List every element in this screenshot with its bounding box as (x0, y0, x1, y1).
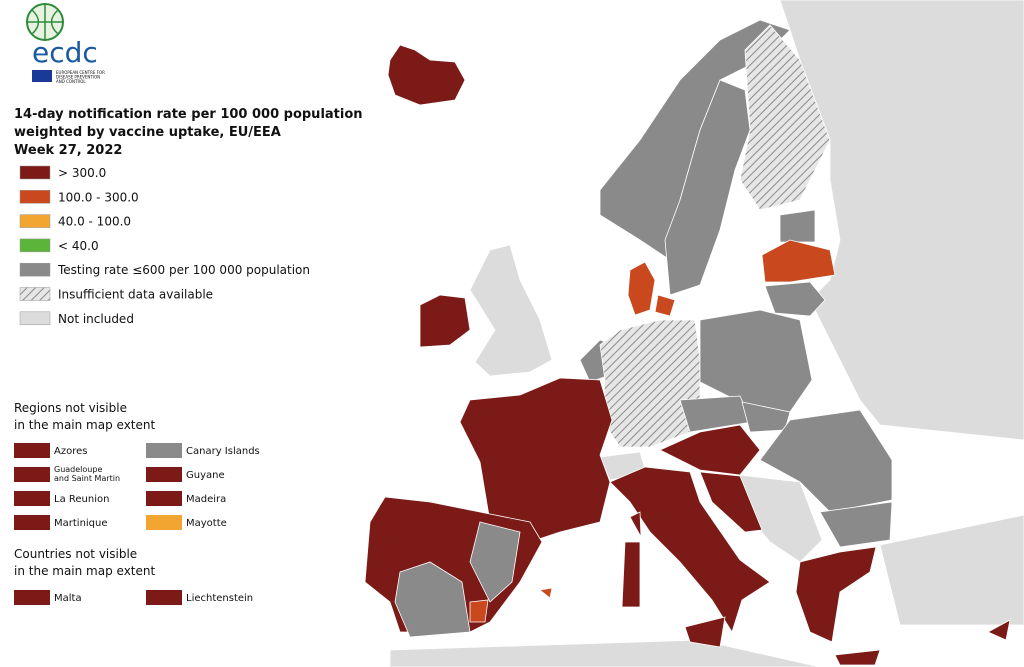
region-swatch (14, 590, 50, 605)
legend-swatch (19, 287, 51, 301)
region-swatch (14, 491, 50, 506)
legend-swatch (19, 311, 51, 326)
box-title: Regions not visible (14, 401, 127, 415)
russia (779, 0, 1024, 441)
region-swatch (146, 491, 182, 506)
region-swatch (146, 590, 182, 605)
regions-box: Regions not visible in the main map exten… (14, 401, 260, 530)
region-label: Canary Islands (186, 446, 260, 457)
countries-box: Countries not visible in the main map ext… (14, 547, 253, 605)
legend-swatch (19, 165, 51, 180)
denmark-islands (654, 294, 676, 317)
sweden (664, 79, 751, 296)
legend-swatch (19, 190, 51, 204)
box-title: in the main map extent (14, 418, 156, 432)
region-swatch (146, 443, 182, 458)
spain-east (469, 521, 521, 603)
greece (795, 546, 877, 643)
box-title: in the main map extent (14, 564, 156, 578)
region-label: and Saint Martin (54, 474, 120, 483)
sicily (684, 616, 726, 648)
denmark (627, 261, 656, 316)
lithuania (764, 281, 826, 317)
region-label: Mayotte (186, 518, 227, 529)
bulgaria (819, 501, 893, 548)
legend-label: 100.0 - 300.0 (58, 190, 139, 204)
logo-subtitle: DISEASE PREVENTION (56, 75, 100, 80)
map (364, 0, 1024, 667)
crete (834, 649, 881, 666)
legend-swatch (19, 214, 51, 228)
poland (699, 309, 813, 413)
legend-label: 40.0 - 100.0 (58, 215, 131, 229)
logo-name: ecdc (32, 36, 98, 69)
eu-flag (32, 70, 52, 82)
region-swatch (14, 443, 50, 458)
region-label: Malta (54, 593, 82, 604)
legend: > 300.0 100.0 - 300.0 40.0 - 100.0 < 40.0 Te… (19, 165, 310, 326)
italy (609, 466, 771, 633)
latvia (761, 239, 836, 283)
france (459, 377, 613, 543)
logo-subtitle: EUROPEAN CENTRE FOR (56, 70, 105, 75)
legend-swatch (19, 238, 51, 253)
legend-label: > 300.0 (58, 166, 106, 180)
region-label: Azores (54, 446, 87, 457)
region-label: La Reunion (54, 494, 109, 505)
title-line: 14-day notification rate per 100 000 pop… (14, 107, 363, 122)
legend-label: Not included (58, 312, 134, 326)
region-swatch (14, 515, 50, 530)
austria-hungary (659, 424, 761, 476)
legend-label: Testing rate ≤600 per 100 000 population (57, 263, 310, 277)
legend-label: Insufficient data available (58, 288, 213, 302)
turkey (879, 514, 1024, 626)
region-swatch (14, 467, 50, 482)
spain-south (394, 561, 471, 638)
region-label: Guyane (186, 470, 225, 481)
legend-label: < 40.0 (58, 239, 99, 253)
croatia (699, 471, 763, 533)
legend-swatch (19, 262, 51, 277)
africa (389, 639, 821, 667)
title-line: weighted by vaccine uptake, EU/EEA (14, 125, 281, 140)
logo-globe-lines (27, 4, 63, 40)
estonia (779, 209, 816, 243)
norway (599, 19, 791, 261)
region-swatch (146, 515, 182, 530)
murcia (469, 599, 489, 623)
title: 14-day notification rate per 100 000 pop… (14, 107, 363, 158)
title-line: Week 27, 2022 (14, 143, 122, 158)
germany (599, 319, 701, 448)
region-swatch (146, 467, 182, 482)
logo-subtitle: AND CONTROL (56, 79, 86, 84)
finland (739, 24, 831, 211)
sardinia (621, 541, 641, 608)
region-label: Liechtenstein (186, 593, 253, 604)
region-label: Madeira (186, 494, 226, 505)
region-label: Guadeloupe (54, 465, 102, 474)
balearic (539, 587, 553, 599)
cyprus (987, 619, 1011, 641)
ireland (419, 294, 471, 348)
uk (469, 244, 553, 377)
region-label: Martinique (54, 518, 108, 529)
iceland (387, 44, 466, 106)
box-title: Countries not visible (14, 547, 137, 561)
corsica (629, 511, 642, 538)
